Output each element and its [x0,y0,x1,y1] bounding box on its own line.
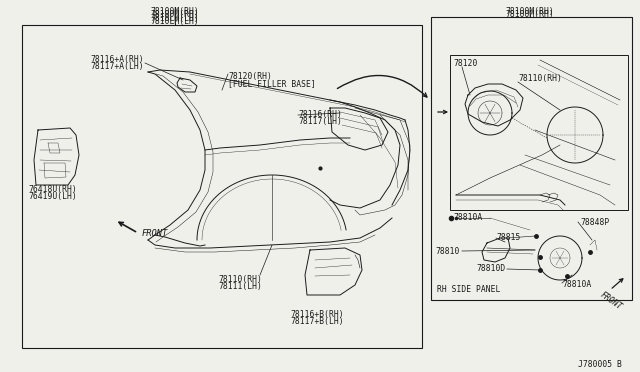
Text: 78117+B(LH): 78117+B(LH) [290,317,344,326]
Bar [450,55,628,210]
Text: 78116(RH): 78116(RH) [298,110,342,119]
Text: 78810D: 78810D [476,264,505,273]
Text: 78815: 78815 [496,233,520,242]
Text: FRONT: FRONT [598,290,623,311]
Text: 78100M(RH): 78100M(RH) [150,7,200,16]
Text: FRONT: FRONT [142,228,168,237]
Text: 78111(LH): 78111(LH) [218,282,262,291]
Text: 78100M(RH): 78100M(RH) [506,10,554,19]
Text: RH SIDE PANEL: RH SIDE PANEL [437,285,500,294]
Text: 78100M(RH): 78100M(RH) [150,10,200,19]
Text: 78116+A(RH): 78116+A(RH) [90,55,143,64]
Text: 78810A: 78810A [453,213,483,222]
Text: 76419U(LH): 76419U(LH) [28,192,77,201]
Text: 7810LM(LH): 7810LM(LH) [150,14,200,23]
Text: 78810: 78810 [435,247,460,256]
FancyArrowPatch shape [337,76,427,97]
Text: 78110(RH): 78110(RH) [518,74,562,83]
Text: J780005 B: J780005 B [578,360,622,369]
Text: 7810LM(LH): 7810LM(LH) [150,17,200,26]
Text: 78116+B(RH): 78116+B(RH) [290,310,344,319]
Text: 78120: 78120 [453,59,477,68]
Text: 76418U(RH): 76418U(RH) [28,185,77,194]
Bar [22,25,422,348]
Text: 78810A: 78810A [562,280,591,289]
Text: 78117(LH): 78117(LH) [298,117,342,126]
Text: 78120(RH): 78120(RH) [228,72,272,81]
Text: 78100M(RH): 78100M(RH) [506,7,554,16]
Bar [431,17,632,300]
Text: [FUEL FILLER BASE]: [FUEL FILLER BASE] [228,79,316,88]
Text: 78117+A(LH): 78117+A(LH) [90,62,143,71]
Text: 78848P: 78848P [580,218,609,227]
Text: 78110(RH): 78110(RH) [218,275,262,284]
